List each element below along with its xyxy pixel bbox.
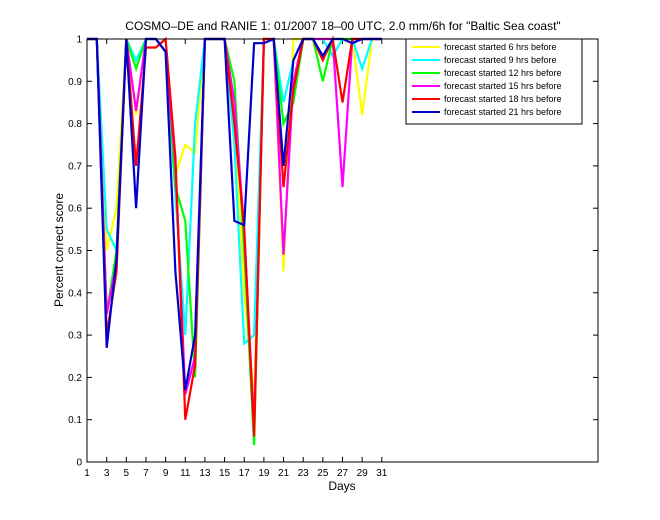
x-axis-label: Days xyxy=(328,479,355,493)
y-tick-label: 0.1 xyxy=(68,415,82,426)
x-tick-label: 23 xyxy=(298,468,310,479)
y-tick-label: 0.4 xyxy=(68,288,82,299)
x-tick-label: 13 xyxy=(199,468,211,479)
x-tick-label: 21 xyxy=(278,468,290,479)
x-tick-label: 25 xyxy=(317,468,329,479)
y-tick-label: 0.8 xyxy=(68,119,82,130)
y-tick-label: 0.5 xyxy=(68,246,82,257)
plot-frame xyxy=(86,38,599,463)
legend-label: forecast started 12 hrs before xyxy=(444,68,562,78)
x-tick-label: 17 xyxy=(239,468,251,479)
series-line-2 xyxy=(87,37,382,346)
x-tick-label: 31 xyxy=(376,468,388,479)
x-tick-label: 9 xyxy=(163,468,169,479)
legend-label: forecast started 9 hrs before xyxy=(444,55,557,65)
x-tick-label: 15 xyxy=(219,468,231,479)
y-tick-label: 0.9 xyxy=(68,77,82,88)
y-tick-label: 1 xyxy=(76,35,82,46)
y-tick-label: 0.2 xyxy=(68,373,82,384)
chart-title: COSMO–DE and RANIE 1: 01/2007 18–00 UTC,… xyxy=(125,19,560,33)
y-axis-label: Percent correct score xyxy=(52,193,66,307)
x-tick-label: 1 xyxy=(84,468,90,479)
legend: forecast started 6 hrs before forecast st… xyxy=(405,38,583,125)
legend-label: forecast started 21 hrs before xyxy=(444,107,562,117)
x-tick-label: 27 xyxy=(337,468,349,479)
y-tick-label: 0.7 xyxy=(68,161,82,172)
x-tick-label: 11 xyxy=(180,468,191,479)
axes-layer: 1 3 5 7 9 11 13 15 17 19 21 23 25 27 29 3100.10.20.30.4… xyxy=(68,35,598,479)
y-tick-label: 0 xyxy=(76,458,82,469)
legend-label: forecast started 18 hrs before xyxy=(444,94,562,104)
legend-label: forecast started 15 hrs before xyxy=(444,81,562,91)
x-tick-label: 3 xyxy=(104,468,110,479)
x-tick-label: 7 xyxy=(143,468,149,479)
legend-box xyxy=(405,38,583,125)
legend-label: forecast started 6 hrs before xyxy=(444,42,557,52)
x-tick-label: 5 xyxy=(124,468,130,479)
y-tick-label: 0.6 xyxy=(68,204,82,215)
x-tick-label: 29 xyxy=(357,468,369,479)
y-tick-label: 0.3 xyxy=(68,331,82,342)
x-tick-label: 19 xyxy=(258,468,270,479)
